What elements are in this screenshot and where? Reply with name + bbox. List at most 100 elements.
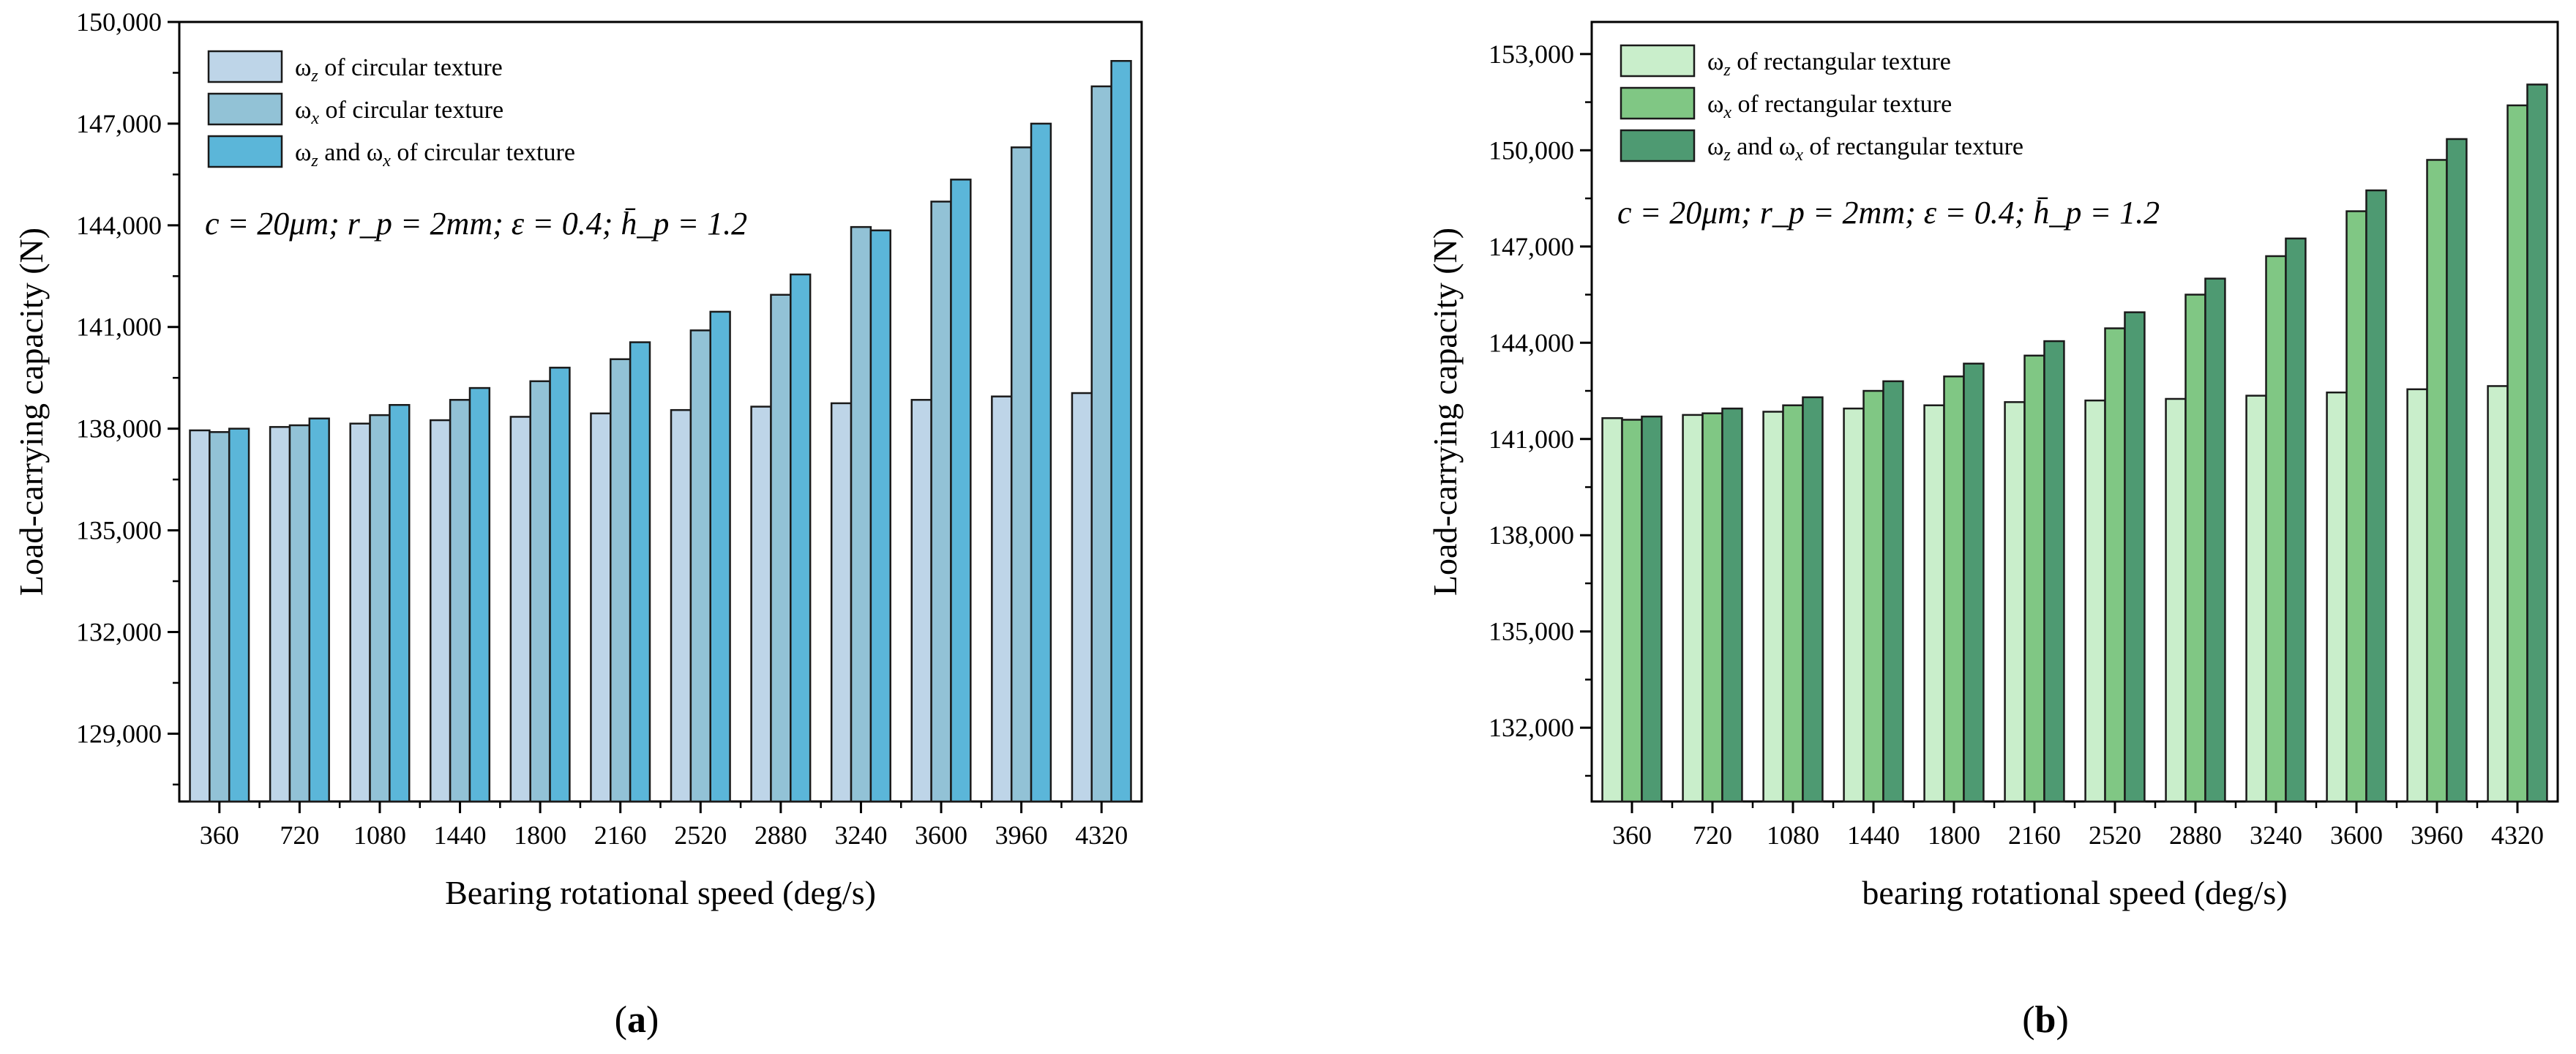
bar: [2104, 327, 2126, 803]
bar: [750, 405, 772, 803]
bar: [349, 422, 371, 803]
y-tick-label: 147,000: [1489, 232, 1574, 261]
bar: [610, 358, 632, 803]
bar: [1943, 375, 1965, 803]
bar: [389, 403, 411, 803]
bar: [590, 412, 612, 803]
chart-panel-a: 129,000 132,000 135,000 138,000 141,000 144,0…: [12, 7, 1143, 1041]
bar: [2345, 210, 2367, 803]
bar: [930, 201, 952, 803]
x-tick-label: 1440: [434, 821, 487, 850]
bar: [1762, 411, 1784, 803]
bar: [1071, 392, 1093, 803]
y-axis-label: Load-carrying capacity (N): [12, 228, 50, 596]
x-tick-label: 2880: [755, 821, 807, 850]
legend-swatch: [207, 92, 283, 126]
bar: [269, 426, 291, 803]
bar: [1030, 122, 1052, 803]
bar: [1090, 85, 1112, 803]
x-tick-label: 2160: [594, 821, 647, 850]
bar: [1621, 419, 1643, 803]
bar: [2326, 391, 2348, 803]
y-tick-label: 141,000: [1489, 425, 1574, 454]
bar: [790, 273, 812, 803]
y-tick-label: 135,000: [1489, 617, 1574, 646]
x-tick-label: 1440: [1847, 821, 1900, 850]
x-tick-label: 4320: [2491, 821, 2544, 850]
bar: [2285, 237, 2307, 803]
y-axis-label: Load-carrying capacity (N): [1426, 228, 1464, 596]
bar: [1701, 412, 1723, 803]
bar: [1963, 362, 1985, 803]
legend-swatch: [1620, 86, 1696, 120]
bar: [1682, 414, 1704, 803]
bar: [2165, 397, 2187, 803]
y-tick-label: 153,000: [1489, 40, 1574, 69]
x-tick-label: 1080: [353, 821, 406, 850]
bar: [1601, 417, 1623, 803]
bar: [2204, 277, 2226, 803]
x-tick-label: 4320: [1075, 821, 1128, 850]
y-tick-label: 150,000: [76, 7, 162, 37]
y-tick-label: 144,000: [1489, 328, 1574, 357]
legend-label: ωz​ and ωx​ of rectangular texture: [1707, 133, 2023, 165]
bar: [2245, 395, 2267, 803]
bar: [209, 431, 231, 803]
x-tick-label: 1800: [514, 821, 566, 850]
bar: [770, 294, 792, 803]
bar: [629, 341, 651, 803]
bar: [850, 225, 872, 803]
y-tick-label: 144,000: [76, 211, 162, 240]
y-tick-label: 132,000: [76, 617, 162, 646]
bar: [2124, 311, 2146, 803]
x-tick-label: 3600: [2330, 821, 2383, 850]
bar: [2043, 340, 2065, 803]
chart-panel-b: 132,000 135,000 138,000 141,000 144,000 147,0…: [1426, 20, 2559, 1041]
legend-label: ωz​ and ωx​ of circular texture: [295, 139, 575, 171]
bar: [509, 416, 531, 803]
x-axis-label: bearing rotational speed (deg/s): [1862, 874, 2287, 911]
x-tick-label: 3600: [915, 821, 967, 850]
legend-label: ωx​ of rectangular texture: [1707, 91, 1952, 122]
x-tick-label: 360: [200, 821, 239, 850]
bar: [1923, 404, 1945, 803]
x-tick-label: 2520: [2089, 821, 2141, 850]
bar: [2506, 104, 2528, 803]
bar: [950, 179, 972, 803]
x-tick-label: 3240: [834, 821, 887, 850]
bar: [2265, 255, 2287, 803]
bar: [869, 229, 891, 803]
bar: [1802, 396, 1824, 803]
bar: [1641, 415, 1663, 803]
x-tick-label: 3240: [2250, 821, 2302, 850]
bar: [830, 402, 853, 803]
bar: [2526, 83, 2548, 803]
bar: [2487, 385, 2509, 803]
bar: [1721, 407, 1743, 803]
legend-swatch: [207, 50, 283, 83]
bar: [228, 427, 250, 803]
parameter-annotation: c = 20μm; r_p = 2mm; ε = 0.4; h̄_p = 1.2: [205, 206, 747, 242]
x-tick-label: 2520: [674, 821, 727, 850]
y-tick-label: 138,000: [1489, 520, 1574, 550]
x-tick-label: 3960: [995, 821, 1048, 850]
bar: [288, 424, 311, 803]
bar: [308, 417, 330, 803]
bar: [2365, 189, 2387, 803]
x-tick-label: 1800: [1928, 821, 1980, 850]
bar: [2084, 399, 2106, 803]
bar: [910, 399, 932, 803]
y-tick-label: 129,000: [76, 719, 162, 748]
x-tick-label: 360: [1612, 821, 1652, 850]
x-tick-label: 3960: [2411, 821, 2463, 850]
bar: [468, 386, 491, 803]
bar: [449, 399, 471, 803]
legend-label: ωz​ of rectangular texture: [1707, 48, 1951, 80]
parameter-annotation: c = 20μm; r_p = 2mm; ε = 0.4; h̄_p = 1.2: [1617, 195, 2160, 231]
x-tick-label: 720: [1693, 821, 1732, 850]
bar: [1010, 146, 1033, 803]
legend-label: ωx​ of circular texture: [295, 97, 503, 128]
y-tick-label: 147,000: [76, 109, 162, 138]
bar: [2426, 159, 2448, 803]
